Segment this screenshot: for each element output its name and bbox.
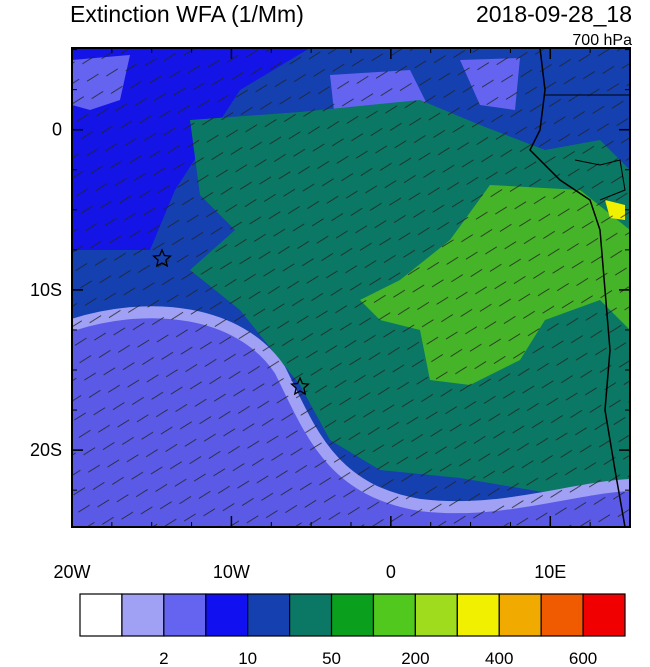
colorbar-box — [582, 593, 626, 637]
colorbar-box — [247, 593, 291, 637]
colorbar-box — [540, 593, 584, 637]
border — [574, 159, 626, 201]
colorbar-box — [414, 593, 458, 637]
colorbar-box — [289, 593, 333, 637]
colorbar-label: 50 — [322, 649, 341, 667]
x-tick-label: 20W — [53, 562, 90, 582]
x-tick-label: 10W — [213, 562, 250, 582]
colorbar-box — [372, 593, 416, 637]
title: Extinction WFA (1/Mm) — [70, 1, 304, 27]
y-tick-label: 20S — [30, 440, 62, 460]
colorbar-label: 10 — [238, 649, 257, 667]
colorbar-label: 200 — [401, 649, 429, 667]
colorbar-box — [163, 593, 207, 637]
y-tick-label: 10S — [30, 280, 62, 300]
level: 700 hPa — [572, 32, 632, 49]
colorbar-box — [330, 593, 375, 637]
site-marker — [290, 376, 310, 396]
colorbar-box — [79, 593, 123, 637]
colorbar-box — [205, 593, 249, 637]
site-marker — [152, 248, 172, 268]
colorbar-box — [498, 593, 542, 637]
colorbar-box — [121, 593, 165, 637]
colorbar-box — [456, 593, 500, 637]
valid-time: 2018-09-28_18 — [476, 1, 632, 27]
wind-barbs — [72, 48, 630, 527]
coastline — [529, 48, 626, 527]
x-tick-label: 10E — [534, 562, 566, 582]
colorbar-label: 400 — [485, 649, 513, 667]
colorbar-label: 2 — [159, 649, 168, 667]
colorbar-label: 600 — [569, 649, 597, 667]
map-field — [72, 48, 630, 527]
y-tick-label: 0 — [52, 120, 62, 140]
x-tick-label: 0 — [386, 562, 396, 582]
